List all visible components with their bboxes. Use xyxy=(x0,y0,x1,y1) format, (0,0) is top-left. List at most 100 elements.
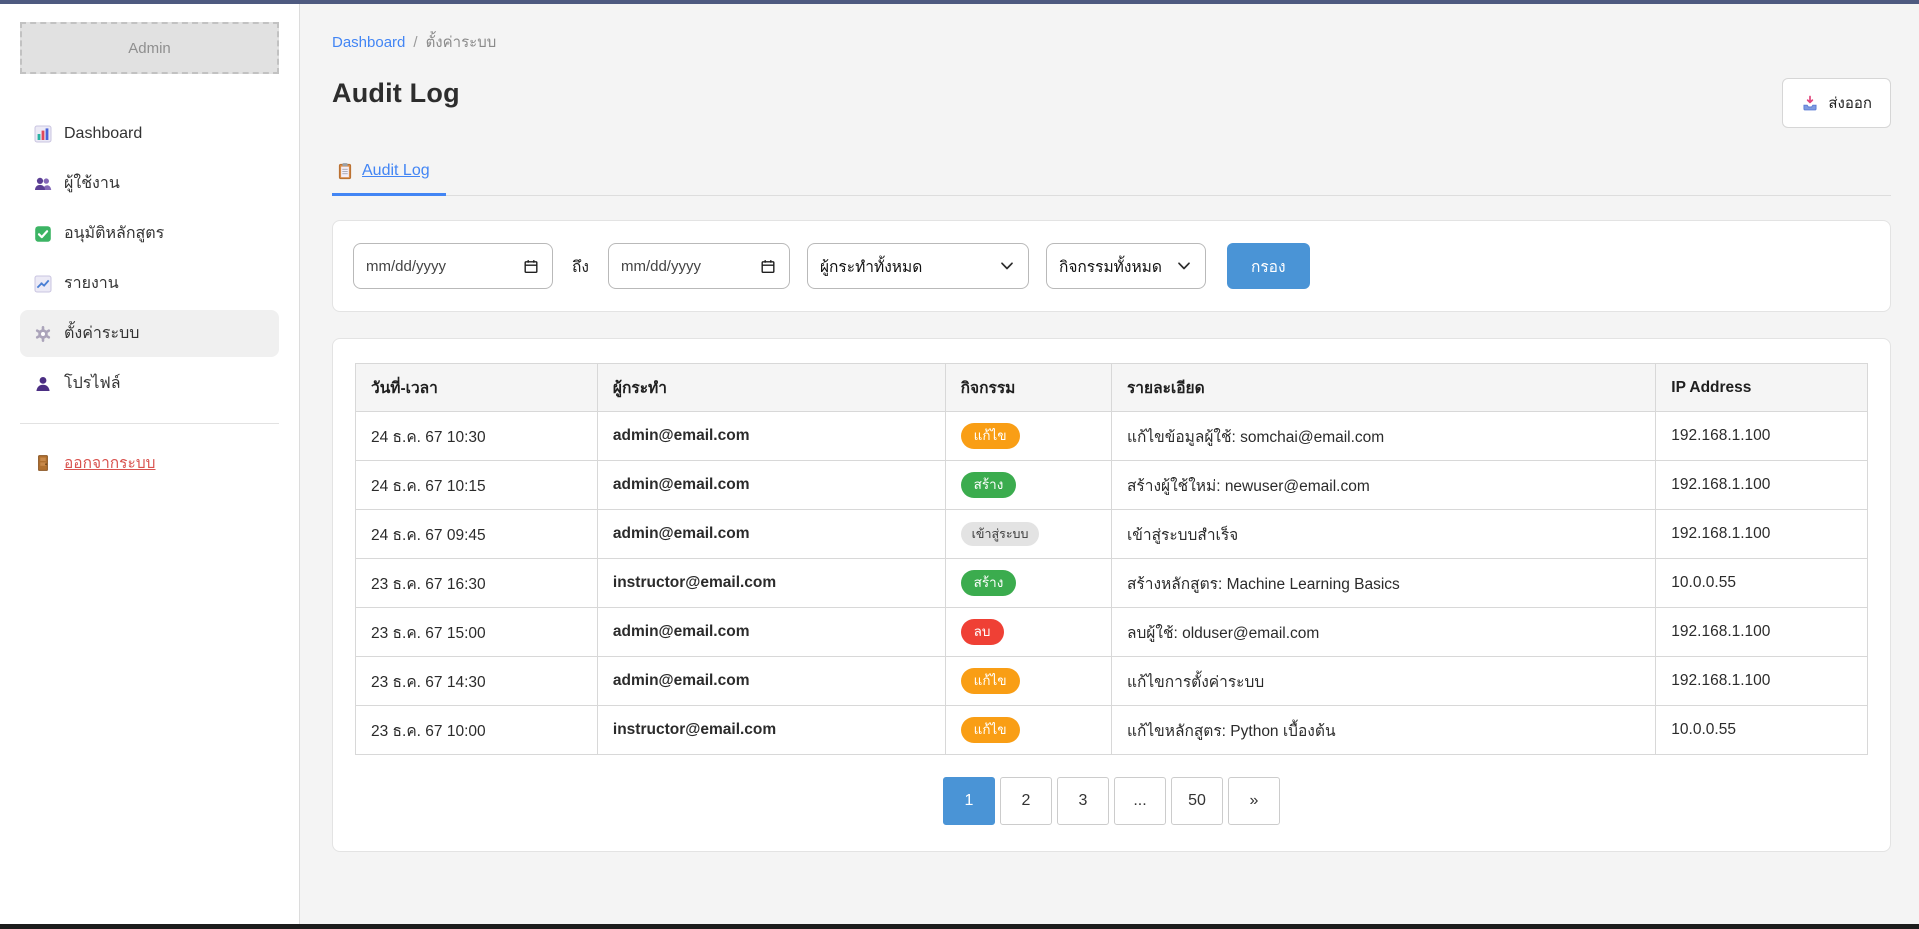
date-from-input[interactable]: mm/dd/yyyy xyxy=(353,243,553,289)
pagination-page-50[interactable]: 50 xyxy=(1171,777,1223,825)
audit-log-table-card: วันที่-เวลา ผู้กระทำ กิจกรรม รายละเอียด IP A… xyxy=(332,338,1891,852)
cell-ip: 192.168.1.100 xyxy=(1655,656,1868,706)
door-icon xyxy=(34,454,52,472)
breadcrumb: Dashboard / ตั้งค่าระบบ xyxy=(332,30,1891,54)
sidebar-item-dashboard[interactable]: Dashboard xyxy=(20,110,279,157)
breadcrumb-home-link[interactable]: Dashboard xyxy=(332,33,406,51)
pagination-next[interactable]: » xyxy=(1228,777,1280,825)
sidebar-item-profile[interactable]: โปรไฟล์ xyxy=(20,360,279,407)
column-header: รายละเอียด xyxy=(1110,363,1657,412)
cell-action: แก้ไข xyxy=(944,656,1112,706)
column-header: วันที่-เวลา xyxy=(355,363,598,412)
sidebar-nav: Dashboard ผู้ใช้งานอนุมัติหลักสูตรรายงานต… xyxy=(20,110,279,407)
column-header: IP Address xyxy=(1655,363,1868,412)
action-badge-edit: แก้ไข xyxy=(960,717,1020,743)
cell-datetime: 24 ธ.ค. 67 10:15 xyxy=(355,460,598,510)
cell-detail: เข้าสู่ระบบสำเร็จ xyxy=(1110,509,1657,559)
table-row: 24 ธ.ค. 67 09:45 admin@email.com เข้าสู่ระ… xyxy=(355,509,1868,559)
sidebar-item-system-settings[interactable]: ตั้งค่าระบบ xyxy=(20,310,279,357)
top-accent-bar xyxy=(0,0,1919,4)
line-chart-icon xyxy=(34,275,52,293)
export-button[interactable]: ส่งออก xyxy=(1782,78,1891,128)
sidebar-item-users[interactable]: ผู้ใช้งาน xyxy=(20,160,279,207)
chevron-down-icon xyxy=(998,262,1016,270)
action-badge-create: สร้าง xyxy=(960,472,1017,498)
table-row: 23 ธ.ค. 67 16:30 instructor@email.com สร้า… xyxy=(355,558,1868,608)
cell-ip: 192.168.1.100 xyxy=(1655,460,1868,510)
date-from-value: mm/dd/yyyy xyxy=(366,257,447,275)
sidebar-item-label: โปรไฟล์ xyxy=(64,375,121,392)
cell-detail: ลบผู้ใช้: olduser@email.com xyxy=(1110,607,1657,657)
cell-datetime: 23 ธ.ค. 67 14:30 xyxy=(355,656,598,706)
cell-datetime: 24 ธ.ค. 67 09:45 xyxy=(355,509,598,559)
pagination-page-1[interactable]: 1 xyxy=(943,777,995,825)
action-badge-create: สร้าง xyxy=(960,570,1017,596)
page-header: Audit Log ส่งออก xyxy=(332,78,1891,128)
logout-link[interactable]: ออกจากระบบ xyxy=(20,450,279,475)
table-row: 23 ธ.ค. 67 14:30 admin@email.com แก้ไข แก้ไ… xyxy=(355,656,1868,706)
logout-label: ออกจากระบบ xyxy=(64,455,156,472)
cell-datetime: 24 ธ.ค. 67 10:30 xyxy=(355,411,598,461)
sidebar-item-label: Dashboard xyxy=(64,124,143,142)
sidebar-item-label: ตั้งค่าระบบ xyxy=(64,325,140,342)
activity-filter-value: กิจกรรมทั้งหมด xyxy=(1058,258,1162,276)
cell-actor: admin@email.com xyxy=(596,656,946,706)
calendar-icon[interactable] xyxy=(522,259,540,274)
filter-panel: mm/dd/yyyy ถึง mm/dd/yyyy ผู้กระทำทั้งหม… xyxy=(332,220,1891,312)
actor-filter-value: ผู้กระทำทั้งหมด xyxy=(819,258,923,276)
actor-filter-select[interactable]: ผู้กระทำทั้งหมด xyxy=(806,243,1029,289)
chevron-down-icon xyxy=(1175,262,1193,270)
table-row: 23 ธ.ค. 67 10:00 instructor@email.com แก้ไ… xyxy=(355,705,1868,755)
sidebar-item-label: รายงาน xyxy=(64,275,119,292)
pagination-page-3[interactable]: 3 xyxy=(1057,777,1109,825)
date-range-to-label: ถึง xyxy=(572,258,589,276)
check-icon xyxy=(34,225,52,243)
cell-action: แก้ไข xyxy=(944,705,1112,755)
pagination: 1 2 3... 50» xyxy=(355,777,1868,825)
cell-action: ลบ xyxy=(944,607,1112,657)
brand-label: Admin xyxy=(128,39,171,57)
person-icon xyxy=(34,375,52,393)
pagination-page-...[interactable]: ... xyxy=(1114,777,1166,825)
table-row: 24 ธ.ค. 67 10:30 admin@email.com แก้ไข แก้ไ… xyxy=(355,411,1868,461)
cell-action: สร้าง xyxy=(944,558,1112,608)
cell-datetime: 23 ธ.ค. 67 15:00 xyxy=(355,607,598,657)
sidebar-item-reports[interactable]: รายงาน xyxy=(20,260,279,307)
cell-actor: admin@email.com xyxy=(596,509,946,559)
table-row: 23 ธ.ค. 67 15:00 admin@email.com ลบ ลบผู้ใช… xyxy=(355,607,1868,657)
action-badge-delete: ลบ xyxy=(960,619,1004,645)
table-row: 24 ธ.ค. 67 10:15 admin@email.com สร้าง สร้า… xyxy=(355,460,1868,510)
cell-detail: สร้างหลักสูตร: Machine Learning Basics xyxy=(1110,558,1657,608)
clipboard-icon xyxy=(336,162,354,180)
cell-actor: instructor@email.com xyxy=(596,558,946,608)
page-title: Audit Log xyxy=(332,78,460,108)
calendar-icon[interactable] xyxy=(759,259,777,274)
cell-ip: 10.0.0.55 xyxy=(1655,558,1868,608)
cell-datetime: 23 ธ.ค. 67 16:30 xyxy=(355,558,598,608)
pagination-page-2[interactable]: 2 xyxy=(1000,777,1052,825)
cell-detail: แก้ไขหลักสูตร: Python เบื้องต้น xyxy=(1110,705,1657,755)
tab-bar: Audit Log xyxy=(332,162,1891,196)
filter-button[interactable]: กรอง xyxy=(1226,243,1310,289)
tab-audit-log[interactable]: Audit Log xyxy=(332,162,446,196)
date-to-input[interactable]: mm/dd/yyyy xyxy=(607,243,790,289)
bar-chart-icon xyxy=(34,125,52,143)
cell-ip: 192.168.1.100 xyxy=(1655,607,1868,657)
breadcrumb-separator: / xyxy=(413,33,418,51)
cell-ip: 192.168.1.100 xyxy=(1655,509,1868,559)
cell-actor: admin@email.com xyxy=(596,607,946,657)
column-header: กิจกรรม xyxy=(944,363,1112,412)
download-tray-icon xyxy=(1801,95,1819,112)
sidebar-item-label: อนุมัติหลักสูตร xyxy=(64,225,165,242)
cell-datetime: 23 ธ.ค. 67 10:00 xyxy=(355,705,598,755)
activity-filter-select[interactable]: กิจกรรมทั้งหมด xyxy=(1045,243,1206,289)
sidebar-item-course-approval[interactable]: อนุมัติหลักสูตร xyxy=(20,210,279,257)
main-content: Dashboard / ตั้งค่าระบบ Audit Log ส่งออก… xyxy=(300,4,1919,924)
audit-log-table: วันที่-เวลา ผู้กระทำ กิจกรรม รายละเอียด IP A… xyxy=(355,363,1868,755)
cell-action: แก้ไข xyxy=(944,411,1112,461)
action-badge-login: เข้าสู่ระบบ xyxy=(960,521,1040,547)
cell-action: เข้าสู่ระบบ xyxy=(944,509,1112,559)
cell-ip: 192.168.1.100 xyxy=(1655,411,1868,461)
action-badge-edit: แก้ไข xyxy=(960,668,1020,694)
users-icon xyxy=(34,175,52,193)
